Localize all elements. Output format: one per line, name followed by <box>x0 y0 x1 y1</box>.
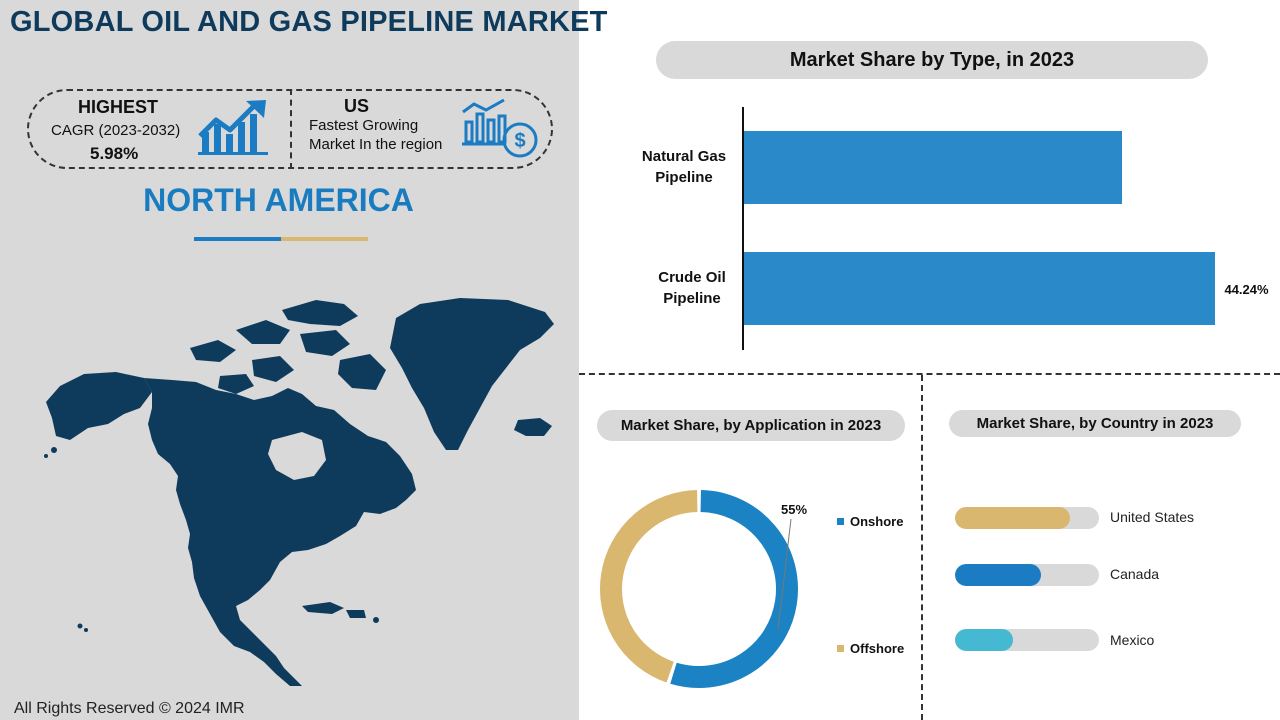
footer-copyright: All Rights Reserved © 2024 IMR <box>14 700 245 717</box>
fastest-country: US <box>344 96 370 116</box>
application-donut-chart <box>600 490 798 688</box>
application-chart-title: Market Share, by Application in 2023 <box>597 410 905 441</box>
growth-chart-icon <box>198 100 268 155</box>
country-bar-canada <box>955 564 1042 586</box>
country-label: Canada <box>1110 566 1160 582</box>
type-category-label: Natural Gas Pipeline <box>641 148 727 186</box>
svg-text:$: $ <box>514 130 525 152</box>
legend-onshore: Onshore <box>837 514 903 529</box>
title-underline-blue <box>194 237 281 241</box>
country-label: Mexico <box>1110 632 1155 648</box>
section-divider-horizontal <box>579 373 1280 375</box>
country-bar-track <box>955 507 1099 529</box>
type-chart-axis <box>742 107 744 350</box>
donut-slice-offshore <box>600 490 698 683</box>
dollar-chart-icon: $ <box>462 98 538 158</box>
highest-label: HIGHEST <box>78 97 159 117</box>
section-divider-vertical <box>921 375 923 720</box>
legend-swatch <box>837 645 844 653</box>
north-america-map <box>44 298 554 686</box>
type-chart-title: Market Share by Type, in 2023 <box>656 41 1208 79</box>
type-bar-data-label: 44.24% <box>1224 282 1269 297</box>
fastest-desc-line2: Market In the region <box>309 136 443 153</box>
region-title: NORTH AMERICA <box>143 182 414 218</box>
type-bar-crude-oil <box>743 252 1216 325</box>
cagr-label: CAGR (2023-2032) <box>51 122 181 139</box>
type-bar-natural-gas <box>743 131 1123 204</box>
onshore-data-label: 55% <box>781 502 808 517</box>
title-underline-gold <box>281 237 368 241</box>
legend-offshore: Offshore <box>837 641 904 656</box>
type-category-label: Crude Oil Pipeline <box>658 269 726 307</box>
country-bar-united-states <box>955 507 1071 529</box>
cagr-value: 5.98% <box>90 144 139 163</box>
legend-swatch <box>837 518 844 526</box>
country-label: United States <box>1110 509 1195 525</box>
country-bar-track <box>955 564 1099 586</box>
country-bar-mexico <box>955 629 1013 651</box>
fastest-desc-line1: Fastest Growing <box>309 117 419 134</box>
country-chart-title: Market Share, by Country in 2023 <box>949 410 1241 437</box>
donut-leader-line <box>777 518 792 631</box>
country-bar-track <box>955 629 1099 651</box>
highlights-divider <box>290 89 292 169</box>
donut-slice-onshore <box>670 490 798 688</box>
page-title: GLOBAL OIL AND GAS PIPELINE MARKET <box>10 6 608 38</box>
